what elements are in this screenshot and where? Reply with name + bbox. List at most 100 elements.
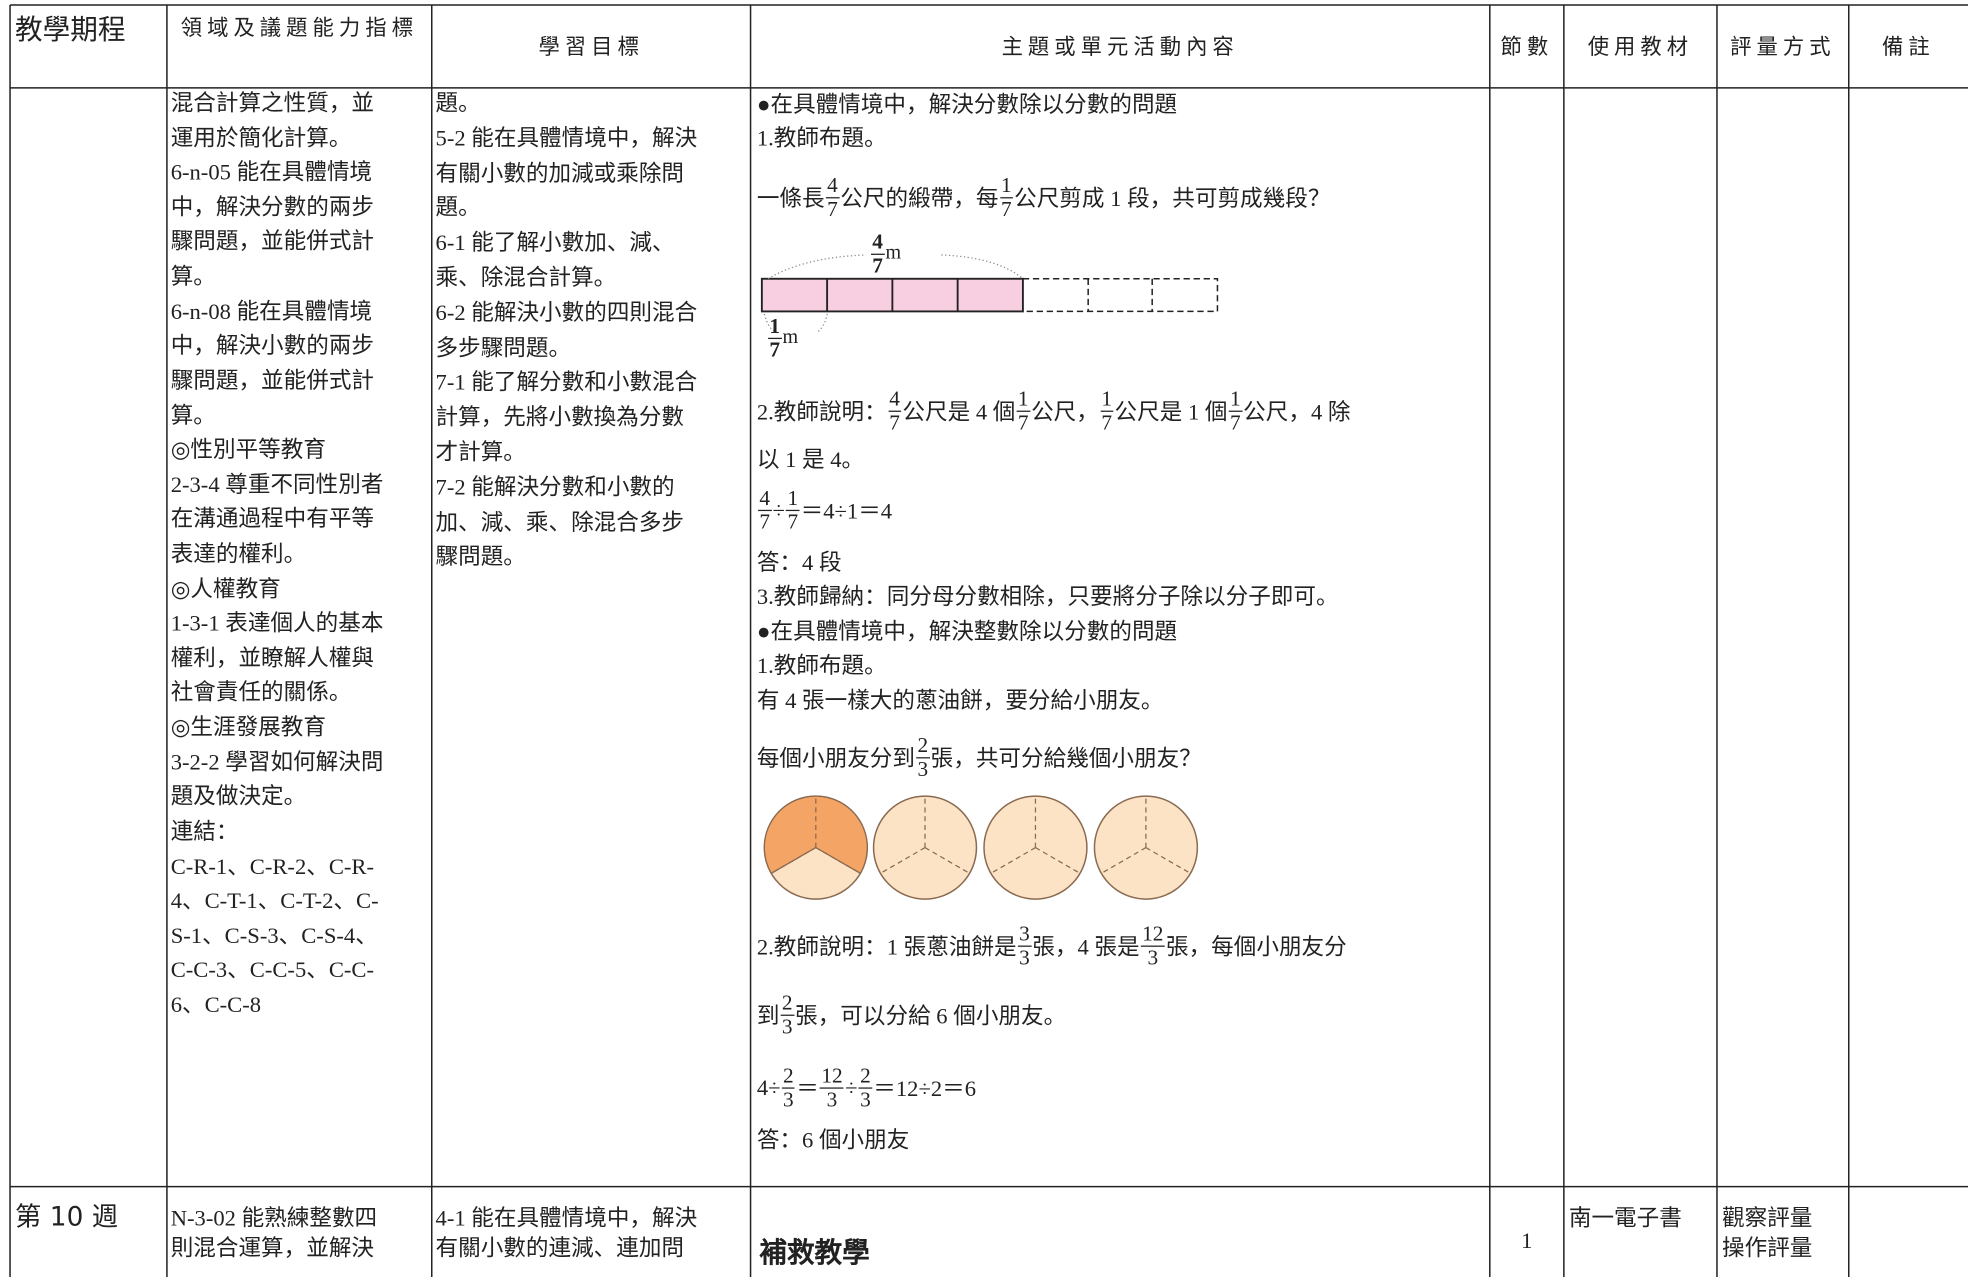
text: ÷ (772, 496, 785, 522)
indicator-line: 混合計算之性質，並 (170, 90, 375, 116)
text: 張，共可分給幾個小朋友？ (930, 745, 1202, 771)
objective-line: 題。 (435, 90, 481, 116)
denominator: 7 (872, 253, 883, 277)
denominator: 7 (1000, 196, 1012, 221)
indicator-line: 則混合運算，並解決 (170, 1235, 375, 1261)
numerator: 1 (786, 485, 800, 511)
text: 張，4 張是 (1032, 934, 1140, 960)
text: 以 1 是 4。 (756, 447, 865, 473)
numerator: 1 (1100, 386, 1114, 412)
assessment-line: 操作評量 (1721, 1235, 1813, 1261)
denominator: 3 (1019, 944, 1030, 969)
objective-line: 7-2 能解決分數和小數的 (435, 474, 675, 500)
header-cell: 教學期程 (15, 15, 126, 47)
indicator-line: 驟問題，並能併式計 (170, 229, 375, 255)
content-line: 1.教師布題。 (757, 109, 887, 164)
text: ●在具體情境中，解決整數除以分數的問題 (756, 619, 1178, 645)
content-line: ●在具體情境中，解決整數除以分數的問題 (757, 603, 1177, 658)
indicator-line: 社會責任的關係。 (170, 679, 352, 706)
header-cell: 節數 (1500, 35, 1554, 61)
numerator: 1 (999, 172, 1013, 198)
text: 公尺， (1031, 399, 1099, 425)
text: 一條長 (756, 185, 825, 211)
header-cell: 學習目標 (538, 35, 644, 61)
text: 答：4 段 (756, 549, 842, 576)
objective-line: 6-1 能了解小數加、減、 (435, 230, 675, 256)
numerator: 4 (871, 229, 885, 255)
text: 到 (756, 1003, 780, 1029)
content-line: 答：6 個小朋友 (757, 1111, 909, 1166)
numerator: 2 (858, 1062, 873, 1089)
text: 每個小朋友分到 (756, 745, 915, 771)
ribbon-rest (1022, 278, 1219, 313)
fraction: 12 3 (820, 1064, 844, 1110)
materials: 南一電子書 (1568, 1205, 1682, 1231)
indicator-line: 6、C-C-8 (170, 992, 262, 1018)
objective-line: 乘、除混合計算。 (435, 264, 617, 291)
objective-line: 7-1 能了解分數和小數混合 (435, 369, 698, 395)
content-line: 每個小朋友分到 2 3 張，共可分給幾個小朋友？ (757, 730, 1202, 785)
text: ●在具體情境中，解決分數除以分數的問題 (756, 91, 1178, 117)
numerator: 1 (1228, 386, 1242, 412)
text: 4÷ (756, 1074, 781, 1100)
denominator: 7 (1101, 409, 1113, 434)
indicator-line: ◎性別平等教育 (170, 437, 326, 463)
indicator-line: 驟問題，並能併式計 (170, 367, 375, 393)
indicator-line: 算。 (170, 402, 216, 428)
content-line: 以 1 是 4。 (757, 431, 864, 486)
text: ＝4÷1＝4 (800, 498, 893, 524)
objective-line: 5-2 能在具體情境中，解決 (435, 125, 698, 151)
unit: m (885, 242, 902, 264)
denominator: 3 (860, 1086, 871, 1111)
numerator: 2 (781, 1062, 795, 1089)
header-cell: 評量方式 (1730, 35, 1836, 61)
denominator: 7 (1017, 409, 1029, 434)
text: 有 4 張一樣大的蔥油餅，要分給小朋友。 (756, 688, 1164, 714)
denominator: 7 (759, 509, 771, 534)
text: 張，每個小朋友分 (1165, 934, 1347, 960)
content-line: 1.教師布題。 (757, 637, 887, 692)
indicator-line: N-3-02 能熟練整數四 (170, 1205, 378, 1231)
text: 2.教師說明： (756, 399, 887, 425)
numerator: 4 (758, 485, 772, 511)
indicator-line: 表達的權利。 (170, 541, 307, 567)
header-cell: 使用教材 (1587, 35, 1694, 61)
denominator: 3 (917, 756, 929, 781)
numerator: 12 (1140, 921, 1165, 947)
denominator: 7 (769, 337, 781, 362)
text: ÷ (845, 1074, 858, 1100)
objective-line: 才計算。 (435, 439, 526, 465)
grid (9, 4, 1968, 1277)
text: 公尺是 1 個 (1114, 399, 1228, 425)
indicator-line: 算。 (170, 263, 216, 289)
pie-figure (763, 795, 1199, 900)
text: ＝ (796, 1076, 819, 1102)
numerator: 2 (780, 990, 794, 1016)
objective-line: 4-1 能在具體情境中，解決 (435, 1205, 698, 1231)
denominator: 3 (826, 1086, 838, 1111)
objective-line: 計算，先將小數換為分數 (435, 404, 685, 430)
content-line: 2.教師說明：1 張蔥油餅是 3 3 張，4 張是 12 3 張，每個小朋友分 (757, 918, 1347, 973)
content-line: 2.教師說明： 4 7 公尺是 4 個 1 7 公尺， 1 7 公尺是 1 個 1 7 公尺，4 除 (757, 383, 1351, 438)
indicator-line: 在溝通過程中有平等 (170, 506, 375, 532)
indicator-line: 3-2-2 學習如何解決問 (170, 749, 384, 775)
objective-line: 6-2 能解決小數的四則混合 (435, 299, 698, 325)
indicator-line: C-C-3、C-C-5、C-C- (170, 957, 375, 983)
header-cell: 備註 (1882, 35, 1935, 61)
lessons: 1 (1521, 1228, 1533, 1254)
indicator-line: 6-n-05 能在具體情境 (170, 159, 373, 185)
content-line: 到 2 3 張，可以分給 6 個小朋友。 (757, 987, 1066, 1042)
indicator-line: 2-3-4 尊重不同性別者 (170, 471, 384, 497)
indicator-line: 中，解決分數的兩步 (170, 194, 375, 220)
objective-line: 加、減、乘、除混合多步 (435, 509, 685, 535)
